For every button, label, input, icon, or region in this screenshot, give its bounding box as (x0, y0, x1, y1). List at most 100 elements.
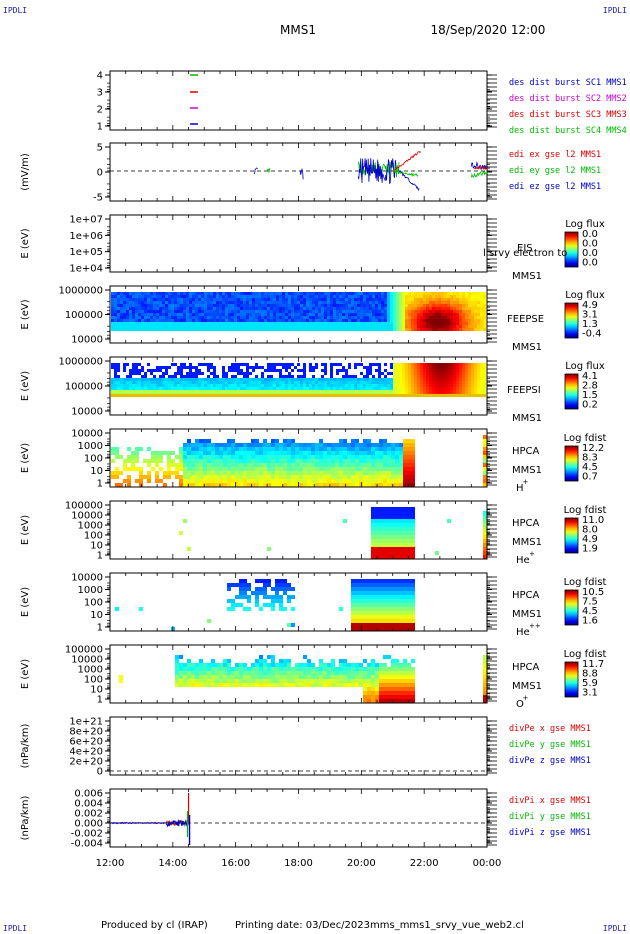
spectrogram-cell (474, 372, 477, 375)
spectrogram-cell (283, 463, 287, 467)
spectrogram-cell (279, 322, 282, 325)
spectrogram-cell (403, 483, 407, 487)
spectrogram-cell (483, 325, 486, 328)
spectrogram-cell (342, 301, 345, 304)
spectrogram-cell (174, 372, 177, 375)
spectrogram-cell (237, 363, 240, 366)
spectrogram-cell (186, 310, 189, 313)
spectrogram-cell (215, 483, 219, 487)
spectrogram-cell (363, 587, 367, 591)
spectrogram-cell (135, 372, 138, 375)
spectrogram-cell (111, 307, 114, 310)
spectrogram-cell (363, 611, 367, 615)
spectrogram-cell (191, 483, 195, 487)
spectrogram-cell (249, 307, 252, 310)
spectrogram-cell (407, 547, 411, 551)
spectrogram-cell (165, 316, 168, 319)
spectrogram-cell (408, 375, 411, 378)
spectrogram-cell (465, 375, 468, 378)
spectrogram-cell (255, 447, 259, 451)
spectrogram-cell (263, 475, 267, 479)
spectrogram-cell (315, 384, 318, 387)
spectrogram-cell (222, 366, 225, 369)
spectrogram-cell (480, 304, 483, 307)
spectrogram-cell (391, 475, 395, 479)
spectrogram-cell (216, 390, 219, 393)
colorbar-tick-label: 4.9 (582, 534, 598, 545)
spectrogram-cell (258, 366, 261, 369)
spectrogram-cell (282, 313, 285, 316)
spectrogram-cell (483, 363, 486, 366)
spectrogram-cell (255, 439, 259, 443)
spectrogram-cell (279, 607, 283, 611)
y-tick-label: 1 (97, 122, 103, 133)
spectrogram-cell (126, 322, 129, 325)
y-tick-label: 100 (84, 598, 103, 609)
spectrogram-cell (228, 322, 231, 325)
spectrogram-cell (303, 372, 306, 375)
spectrogram-cell (483, 551, 487, 555)
spectrogram-cell (441, 328, 444, 331)
spectrogram-cell (371, 523, 375, 527)
spectrogram-cell (276, 304, 279, 307)
spectrogram-cell (215, 471, 219, 475)
spectrogram-cell (359, 451, 363, 455)
spectrogram-cell (327, 328, 330, 331)
spectrogram-cell (360, 301, 363, 304)
spectrogram-cell (327, 378, 330, 381)
spectrogram-cell (318, 325, 321, 328)
spectrogram-cell (395, 459, 399, 463)
spectrogram-cell (319, 451, 323, 455)
spectrogram-cell (351, 599, 355, 603)
spectrogram-cell (348, 387, 351, 390)
spectrogram-cell (347, 447, 351, 451)
spectrogram-cell (195, 455, 199, 459)
spectrogram-cell (459, 292, 462, 295)
spectrogram-cell (143, 459, 147, 463)
spectrogram-cell (336, 387, 339, 390)
y-tick-label: -5 (93, 193, 103, 204)
spectrogram-cell (459, 363, 462, 366)
spectrogram-cell (303, 369, 306, 372)
spectrogram-cell (403, 583, 407, 587)
spectrogram-cell (231, 319, 234, 322)
spectrogram-cell (456, 313, 459, 316)
spectrogram-cell (450, 319, 453, 322)
spectrogram-cell (111, 301, 114, 304)
spectrogram-cell (237, 387, 240, 390)
spectrogram-cell (480, 390, 483, 393)
spectrogram-cell (303, 298, 306, 301)
spectrogram-cell (210, 363, 213, 366)
spectrogram-cell (288, 292, 291, 295)
spectrogram-cell (297, 328, 300, 331)
spectrogram-cell (447, 298, 450, 301)
spectrogram-cell (120, 381, 123, 384)
spectrogram-cell (207, 375, 210, 378)
spectrogram-cell (264, 384, 267, 387)
spectrogram-cell (429, 378, 432, 381)
spectrogram-cell (261, 328, 264, 331)
spectrogram-cell (351, 439, 355, 443)
spectrogram-cell (441, 372, 444, 375)
spectrogram-cell (438, 310, 441, 313)
spectrogram-cell (259, 463, 263, 467)
spectrogram-cell (423, 387, 426, 390)
spectrogram-cell (379, 611, 383, 615)
spectrogram-cell (132, 304, 135, 307)
spectrogram-cell (363, 316, 366, 319)
spectrogram-cell (240, 304, 243, 307)
spectrogram-cell (371, 519, 375, 523)
spectrogram-cell (312, 295, 315, 298)
spectrogram-cell (231, 603, 235, 607)
spectrogram-cell (243, 475, 247, 479)
spectrogram-cell (339, 387, 342, 390)
spectrogram-cell (471, 316, 474, 319)
spectrogram-cell (239, 475, 243, 479)
spectrogram-cell (483, 451, 487, 455)
spectrogram-cell (383, 479, 387, 483)
spectrogram-cell (343, 451, 347, 455)
spectrogram-cell (375, 313, 378, 316)
spectrogram-cell (216, 319, 219, 322)
spectrogram-cell (288, 310, 291, 313)
spectrogram-cell (354, 307, 357, 310)
